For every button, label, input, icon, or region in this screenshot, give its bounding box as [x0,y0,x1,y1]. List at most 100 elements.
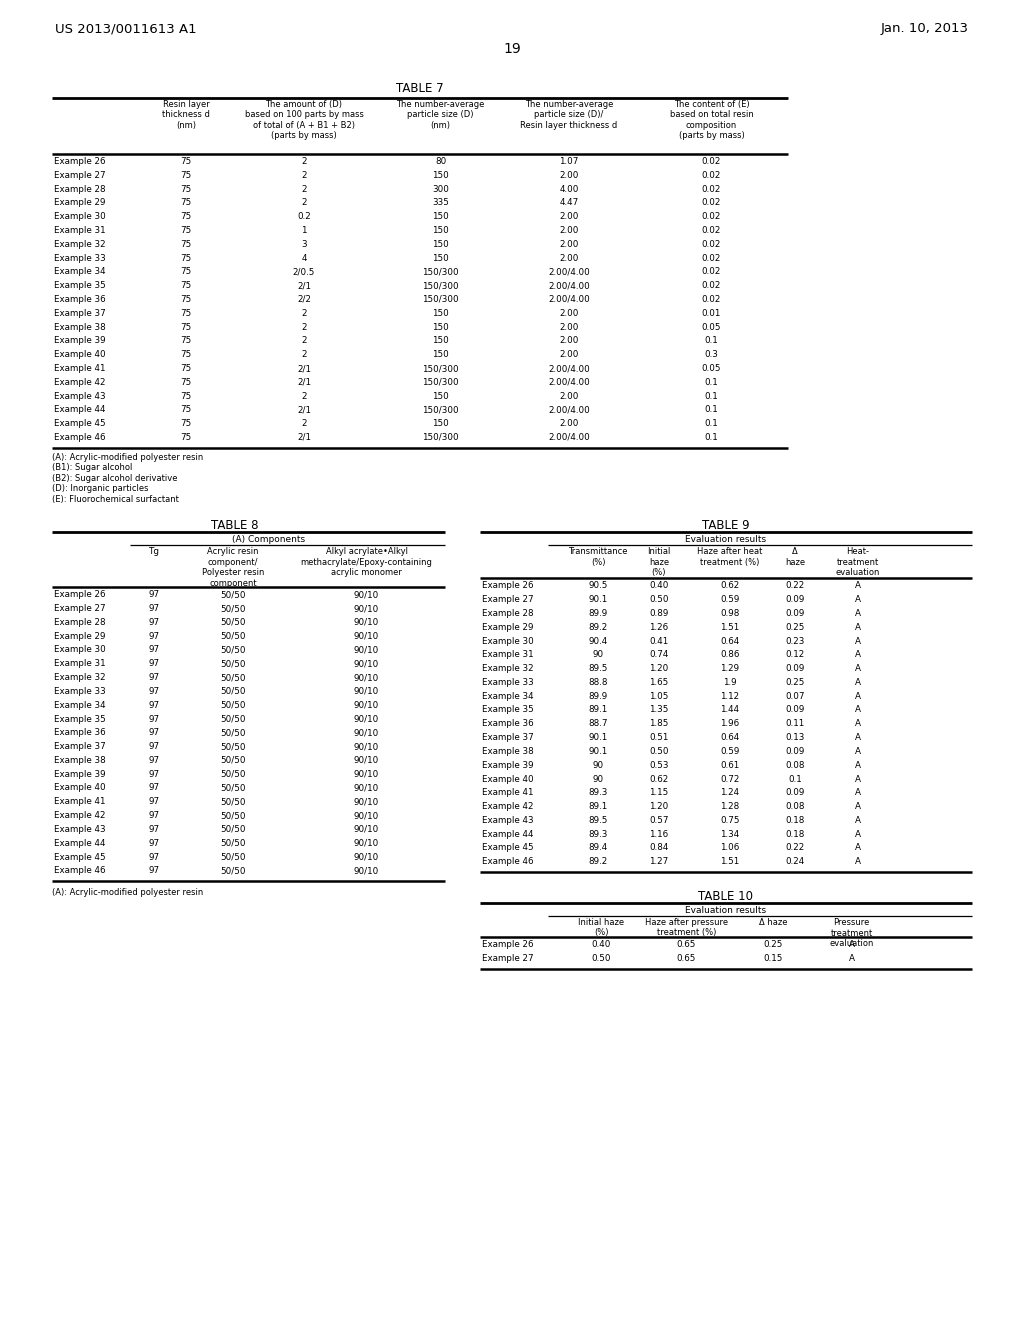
Text: 0.75: 0.75 [720,816,739,825]
Text: Example 37: Example 37 [54,742,105,751]
Text: 1.9: 1.9 [723,678,737,686]
Text: 50/50: 50/50 [220,825,246,834]
Text: 2: 2 [301,337,307,346]
Text: Example 46: Example 46 [54,866,105,875]
Text: TABLE 10: TABLE 10 [698,890,754,903]
Text: 2.00: 2.00 [559,170,579,180]
Text: Example 41: Example 41 [54,797,105,807]
Text: Δ
haze: Δ haze [785,548,805,566]
Text: 2: 2 [301,185,307,194]
Text: 90.1: 90.1 [589,733,607,742]
Text: Example 42: Example 42 [54,378,105,387]
Text: 1.20: 1.20 [649,803,669,810]
Text: 1.27: 1.27 [649,857,669,866]
Text: 0.74: 0.74 [649,651,669,659]
Text: 150: 150 [432,170,449,180]
Text: 97: 97 [148,714,160,723]
Text: 90/10: 90/10 [354,590,379,599]
Text: 90/10: 90/10 [354,810,379,820]
Text: 2: 2 [301,322,307,331]
Text: 75: 75 [180,253,191,263]
Text: Example 46: Example 46 [54,433,105,442]
Text: Evaluation results: Evaluation results [685,536,767,544]
Text: Example 44: Example 44 [54,838,105,847]
Text: 90.1: 90.1 [589,595,607,605]
Text: 0.02: 0.02 [701,240,721,248]
Text: Example 33: Example 33 [482,678,534,686]
Text: Example 30: Example 30 [54,213,105,222]
Text: Example 26: Example 26 [54,590,105,599]
Text: 90/10: 90/10 [354,742,379,751]
Text: Example 30: Example 30 [54,645,105,655]
Text: 2/1: 2/1 [297,433,311,442]
Text: Example 27: Example 27 [482,954,534,962]
Text: 2/1: 2/1 [297,364,311,374]
Text: 50/50: 50/50 [220,797,246,807]
Text: 75: 75 [180,433,191,442]
Text: 75: 75 [180,405,191,414]
Text: Example 42: Example 42 [482,803,534,810]
Text: 97: 97 [148,701,160,710]
Text: 0.05: 0.05 [701,364,721,374]
Text: 0.50: 0.50 [649,595,669,605]
Text: 0.05: 0.05 [701,322,721,331]
Text: 75: 75 [180,322,191,331]
Text: 90/10: 90/10 [354,784,379,792]
Text: 90/10: 90/10 [354,673,379,682]
Text: 150: 150 [432,253,449,263]
Text: 335: 335 [432,198,449,207]
Text: 88.8: 88.8 [588,678,608,686]
Text: 0.1: 0.1 [705,405,719,414]
Text: Jan. 10, 2013: Jan. 10, 2013 [881,22,969,36]
Text: 2.00: 2.00 [559,392,579,400]
Text: 89.9: 89.9 [589,609,607,618]
Text: 90/10: 90/10 [354,632,379,640]
Text: A: A [854,705,860,714]
Text: 75: 75 [180,378,191,387]
Text: 2/1: 2/1 [297,405,311,414]
Text: 50/50: 50/50 [220,686,246,696]
Text: 2: 2 [301,157,307,166]
Text: Example 34: Example 34 [54,268,105,276]
Text: Example 31: Example 31 [482,651,534,659]
Text: 90/10: 90/10 [354,659,379,668]
Text: 75: 75 [180,392,191,400]
Text: 90/10: 90/10 [354,618,379,627]
Text: 90/10: 90/10 [354,853,379,862]
Text: 0.59: 0.59 [720,595,739,605]
Text: A: A [849,954,854,962]
Text: A: A [854,857,860,866]
Text: 2.00: 2.00 [559,240,579,248]
Text: 0.57: 0.57 [649,816,669,825]
Text: 150: 150 [432,309,449,318]
Text: 89.1: 89.1 [589,705,607,714]
Text: 0.08: 0.08 [785,760,805,770]
Text: 0.22: 0.22 [785,581,805,590]
Text: 0.09: 0.09 [785,595,805,605]
Text: 150/300: 150/300 [422,433,459,442]
Text: 2/0.5: 2/0.5 [293,268,315,276]
Text: 19: 19 [503,42,521,55]
Text: TABLE 7: TABLE 7 [396,82,443,95]
Text: Δ haze: Δ haze [759,919,787,927]
Text: 97: 97 [148,729,160,738]
Text: 0.62: 0.62 [649,775,669,784]
Text: 1.29: 1.29 [721,664,739,673]
Text: A: A [854,651,860,659]
Text: Pressure
treatment
evaluation: Pressure treatment evaluation [829,919,873,948]
Text: 75: 75 [180,157,191,166]
Text: 0.1: 0.1 [788,775,802,784]
Text: Example 28: Example 28 [482,609,534,618]
Text: 89.1: 89.1 [589,803,607,810]
Text: 2: 2 [301,198,307,207]
Text: Example 40: Example 40 [54,784,105,792]
Text: 2: 2 [301,170,307,180]
Text: Example 27: Example 27 [54,170,105,180]
Text: 89.2: 89.2 [589,857,607,866]
Text: 0.1: 0.1 [705,378,719,387]
Text: A: A [854,803,860,810]
Text: 0.18: 0.18 [785,816,805,825]
Text: A: A [854,733,860,742]
Text: 97: 97 [148,756,160,764]
Text: 0.65: 0.65 [677,940,696,949]
